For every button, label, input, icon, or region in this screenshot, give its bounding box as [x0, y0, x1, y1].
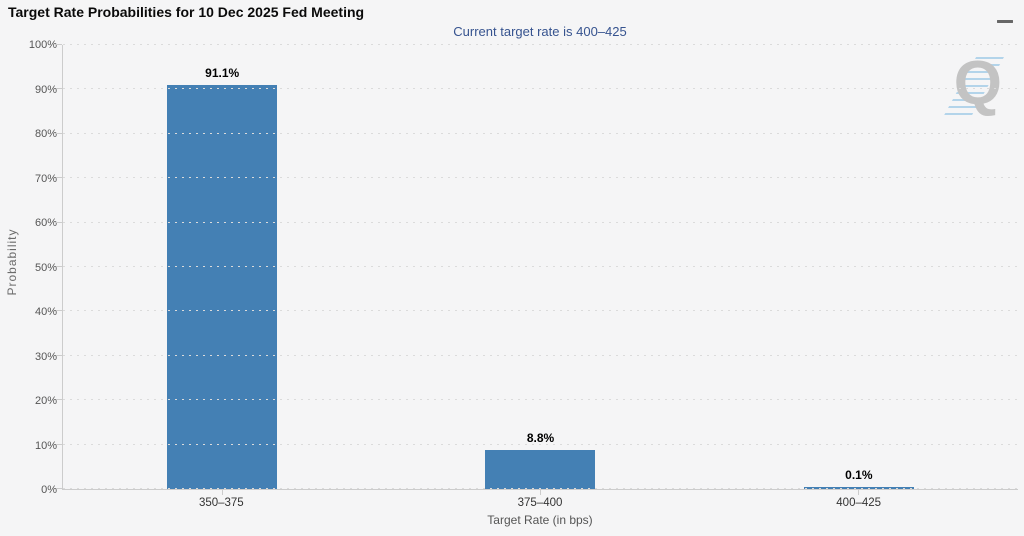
x-axis-category-label: 375–400 — [517, 497, 563, 509]
y-axis-tick — [56, 488, 62, 489]
bar-375-400[interactable] — [485, 449, 596, 489]
x-axis-tick — [540, 489, 541, 495]
y-axis-tick — [56, 88, 62, 90]
y-axis-tick — [56, 132, 62, 134]
y-axis-label: 100% — [28, 39, 57, 51]
y-axis-tick — [56, 354, 62, 356]
bar-column: 8.8% — [381, 45, 699, 489]
y-axis-label: 70% — [34, 172, 57, 185]
bar-columns: 91.1% 8.8% 0.1% — [63, 45, 1018, 489]
y-axis-labels: 0% 10% 20% 30% 40% 50% 60% 70% 80% 90% 100% — [0, 39, 57, 496]
y-axis-tick — [56, 310, 62, 312]
y-axis-label: 50% — [34, 261, 57, 274]
chart-title: Target Rate Probabilities for 10 Dec 202… — [8, 4, 365, 20]
y-axis-tick — [56, 399, 62, 401]
y-axis-label: 30% — [34, 350, 57, 363]
y-axis-tick — [56, 443, 62, 445]
bar-value-label: 0.1% — [845, 468, 873, 482]
y-axis-tick — [56, 177, 62, 179]
y-axis-label: 40% — [34, 306, 57, 318]
bar-value-label: 91.1% — [205, 65, 240, 80]
x-axis-tick — [221, 489, 223, 495]
plot-area: Q 91.1% 8.8% 0.1% — [56, 44, 1018, 495]
x-axis-category-label: 350–375 — [198, 497, 244, 509]
y-axis-label: 20% — [34, 395, 57, 407]
y-axis-tick — [56, 221, 62, 223]
bar-value-label: 8.8% — [526, 430, 555, 445]
x-axis-title: Target Rate (in bps) — [487, 513, 593, 527]
y-axis-label: 90% — [34, 83, 57, 96]
bar-column: 91.1% — [63, 45, 381, 489]
chart-subtitle: Current target rate is 400–425 — [453, 24, 627, 39]
y-axis-label: 0% — [41, 484, 57, 496]
hamburger-icon — [997, 20, 1013, 23]
y-axis-label: 80% — [34, 128, 57, 140]
chart-context-menu-button[interactable] — [995, 5, 1015, 23]
y-axis-tick — [56, 44, 62, 45]
bar-350-375[interactable] — [167, 84, 278, 489]
y-axis-label: 10% — [34, 439, 57, 452]
y-axis-tick — [56, 266, 62, 267]
y-axis-title: Probability — [5, 228, 19, 296]
x-axis-category-label: 400–425 — [836, 497, 882, 509]
x-axis-category-labels: 350–375 375–400 400–425 — [62, 497, 1018, 509]
y-axis-label: 60% — [34, 217, 57, 229]
bar-column: 0.1% — [700, 45, 1018, 489]
x-axis-tick — [858, 489, 860, 495]
